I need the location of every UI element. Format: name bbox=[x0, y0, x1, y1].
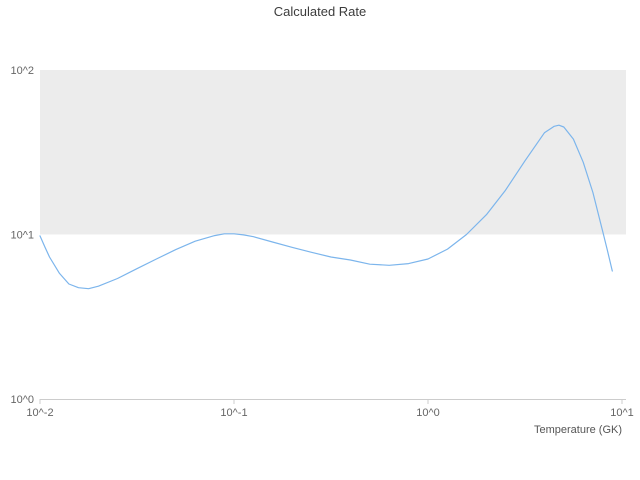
x-axis-label: Temperature (GK) bbox=[533, 424, 622, 436]
y-tick-label: 10^1 bbox=[10, 230, 34, 242]
x-tick-label: 10^0 bbox=[416, 407, 440, 419]
chart-title: Calculated Rate bbox=[273, 4, 367, 19]
y-tick-label: 10^0 bbox=[10, 394, 34, 406]
x-tick-label: 10^-2 bbox=[26, 407, 53, 419]
x-tick-label: 10^1 bbox=[610, 407, 634, 419]
x-tick-label: 10^-1 bbox=[220, 407, 247, 419]
y-tick-label: 10^2 bbox=[10, 65, 34, 77]
rate-series-line bbox=[39, 124, 613, 290]
alternate-band bbox=[40, 70, 626, 235]
